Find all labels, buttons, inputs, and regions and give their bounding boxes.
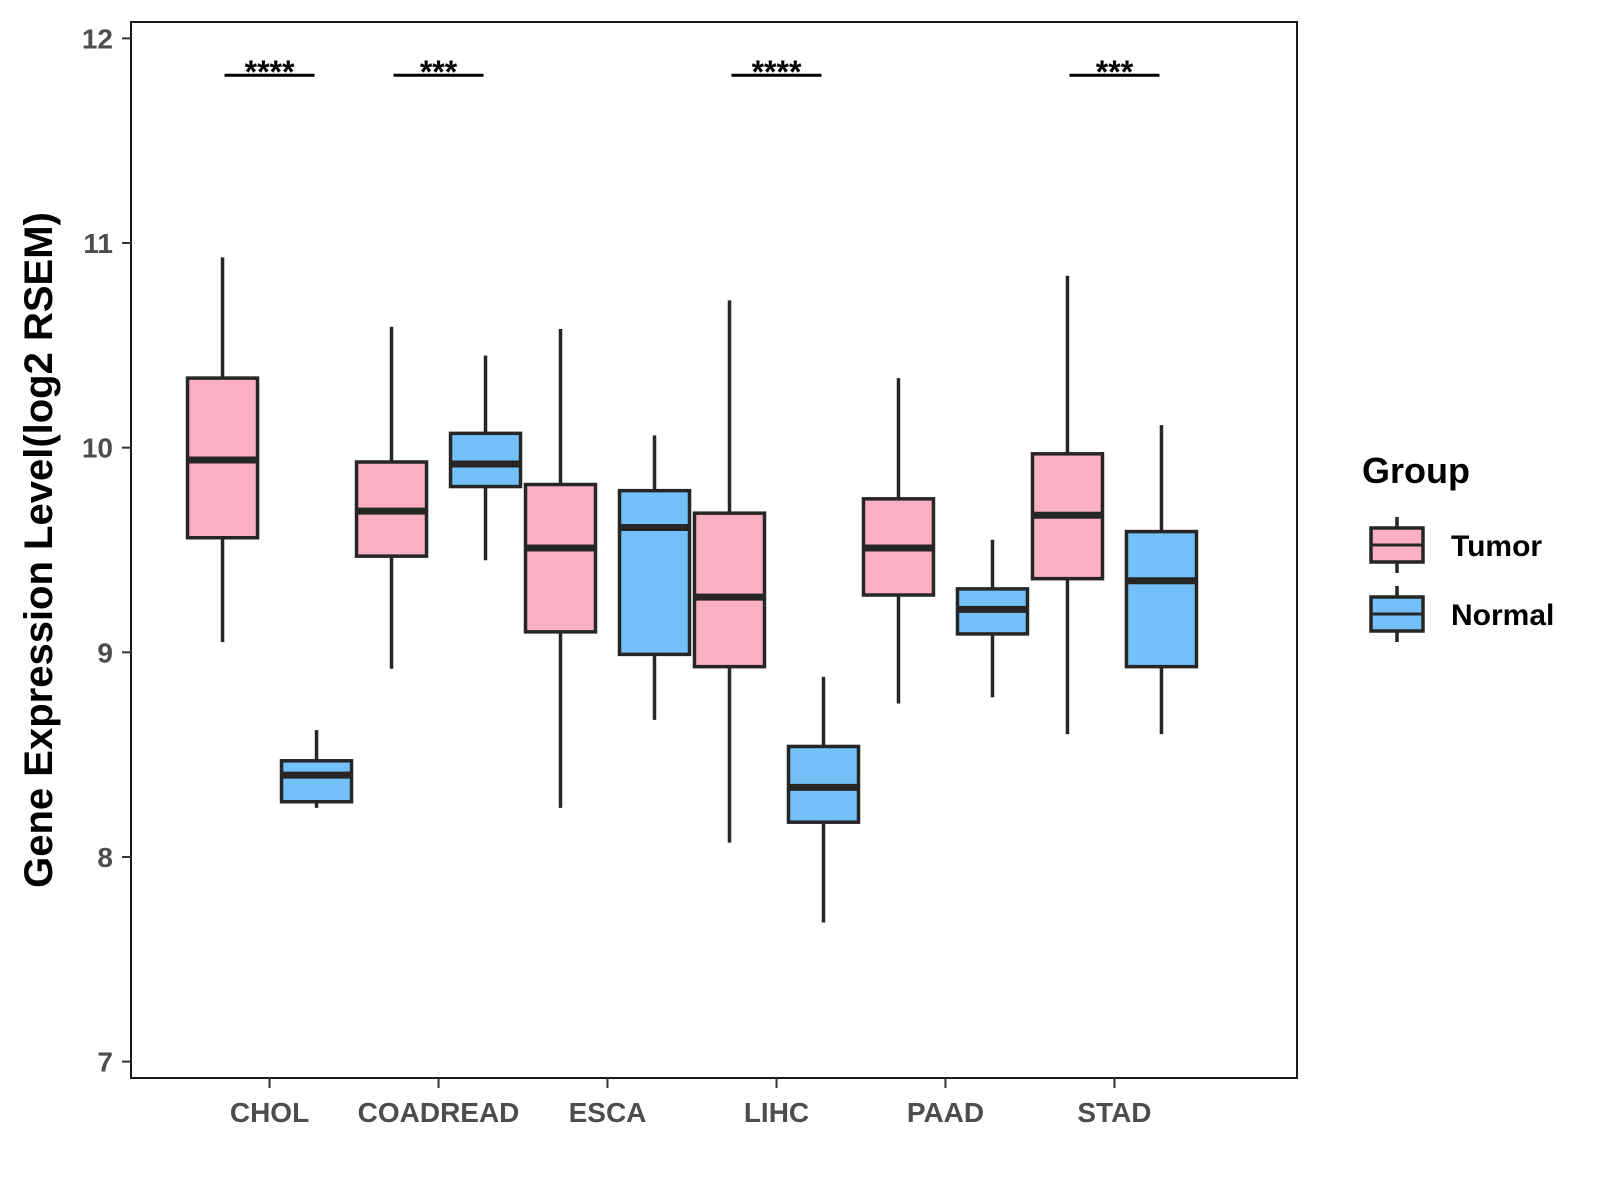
plot-border (130, 21, 1298, 1079)
legend-title: Group (1362, 450, 1470, 491)
y-tick-label: 10 (82, 433, 113, 464)
legend-label-normal: Normal (1451, 599, 1554, 632)
significance-label: *** (420, 54, 458, 90)
y-tick-label: 9 (97, 637, 113, 668)
box-normal (617, 488, 692, 657)
legend: Group Tumor Normal (1362, 450, 1554, 642)
box-normal (279, 759, 354, 804)
significance-label: *** (1096, 54, 1134, 90)
x-tick-label: ESCA (569, 1097, 647, 1128)
box-normal (1124, 529, 1199, 669)
y-tick-label: 11 (83, 228, 113, 259)
box-normal (448, 431, 523, 489)
x-tick-label: LIHC (744, 1097, 809, 1128)
x-tick-label: STAD (1077, 1097, 1151, 1128)
y-tick-label: 8 (97, 842, 113, 873)
y-tick-label: 7 (97, 1047, 113, 1078)
y-axis-title: Gene Expression Level(log2 RSEM) (17, 212, 61, 888)
x-tick-label: COADREAD (358, 1097, 520, 1128)
significance-label: **** (245, 54, 295, 90)
y-tick-label: 12 (82, 23, 113, 54)
x-tick-label: CHOL (230, 1097, 309, 1128)
box-tumor (692, 511, 767, 669)
plot-area: 7 8 9 10 11 12 CHOL COADREAD ESCA LIHC PAAD STAD Gen… (17, 21, 1298, 1128)
x-tick-label: PAAD (907, 1097, 984, 1128)
legend-label-tumor: Tumor (1451, 530, 1542, 563)
significance-label: **** (752, 54, 802, 90)
box-tumor (523, 482, 598, 634)
